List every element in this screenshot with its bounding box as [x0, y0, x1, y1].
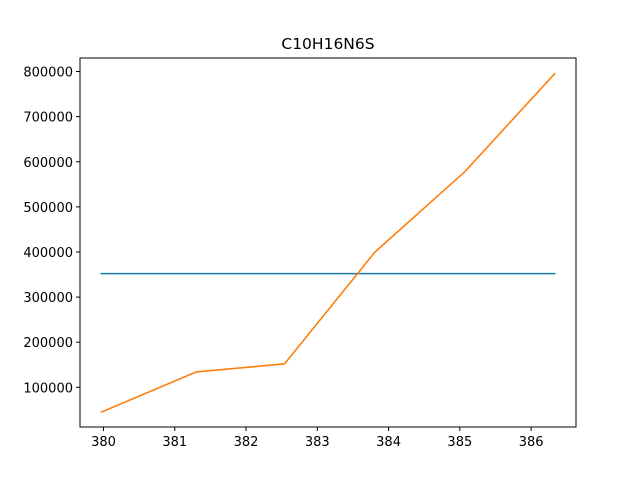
y-tick-label: 400000 [23, 246, 73, 261]
series-line-2 [100, 72, 556, 414]
y-tick-label: 800000 [23, 66, 73, 81]
series-layer [100, 72, 556, 414]
x-tick-label: 380 [91, 435, 116, 450]
x-tick-label: 384 [376, 435, 401, 450]
y-tick-label: 300000 [23, 291, 73, 306]
x-tick-label: 383 [305, 435, 330, 450]
x-tick-label: 385 [447, 435, 472, 450]
x-tick-label: 386 [519, 435, 544, 450]
y-tick-label: 100000 [23, 381, 73, 396]
x-tick-label: 381 [162, 435, 187, 450]
y-tick-label: 700000 [23, 111, 73, 126]
plot-frame [79, 57, 577, 428]
y-tick-label: 200000 [23, 336, 73, 351]
y-tick-label: 600000 [23, 156, 73, 171]
chart-title: C10H16N6S [281, 35, 374, 53]
y-tick-label: 500000 [23, 201, 73, 216]
axes-layer: 380 381 382 383 384 385 386 100000 200000 300000 4… [23, 66, 543, 450]
x-tick-label: 382 [234, 435, 259, 450]
